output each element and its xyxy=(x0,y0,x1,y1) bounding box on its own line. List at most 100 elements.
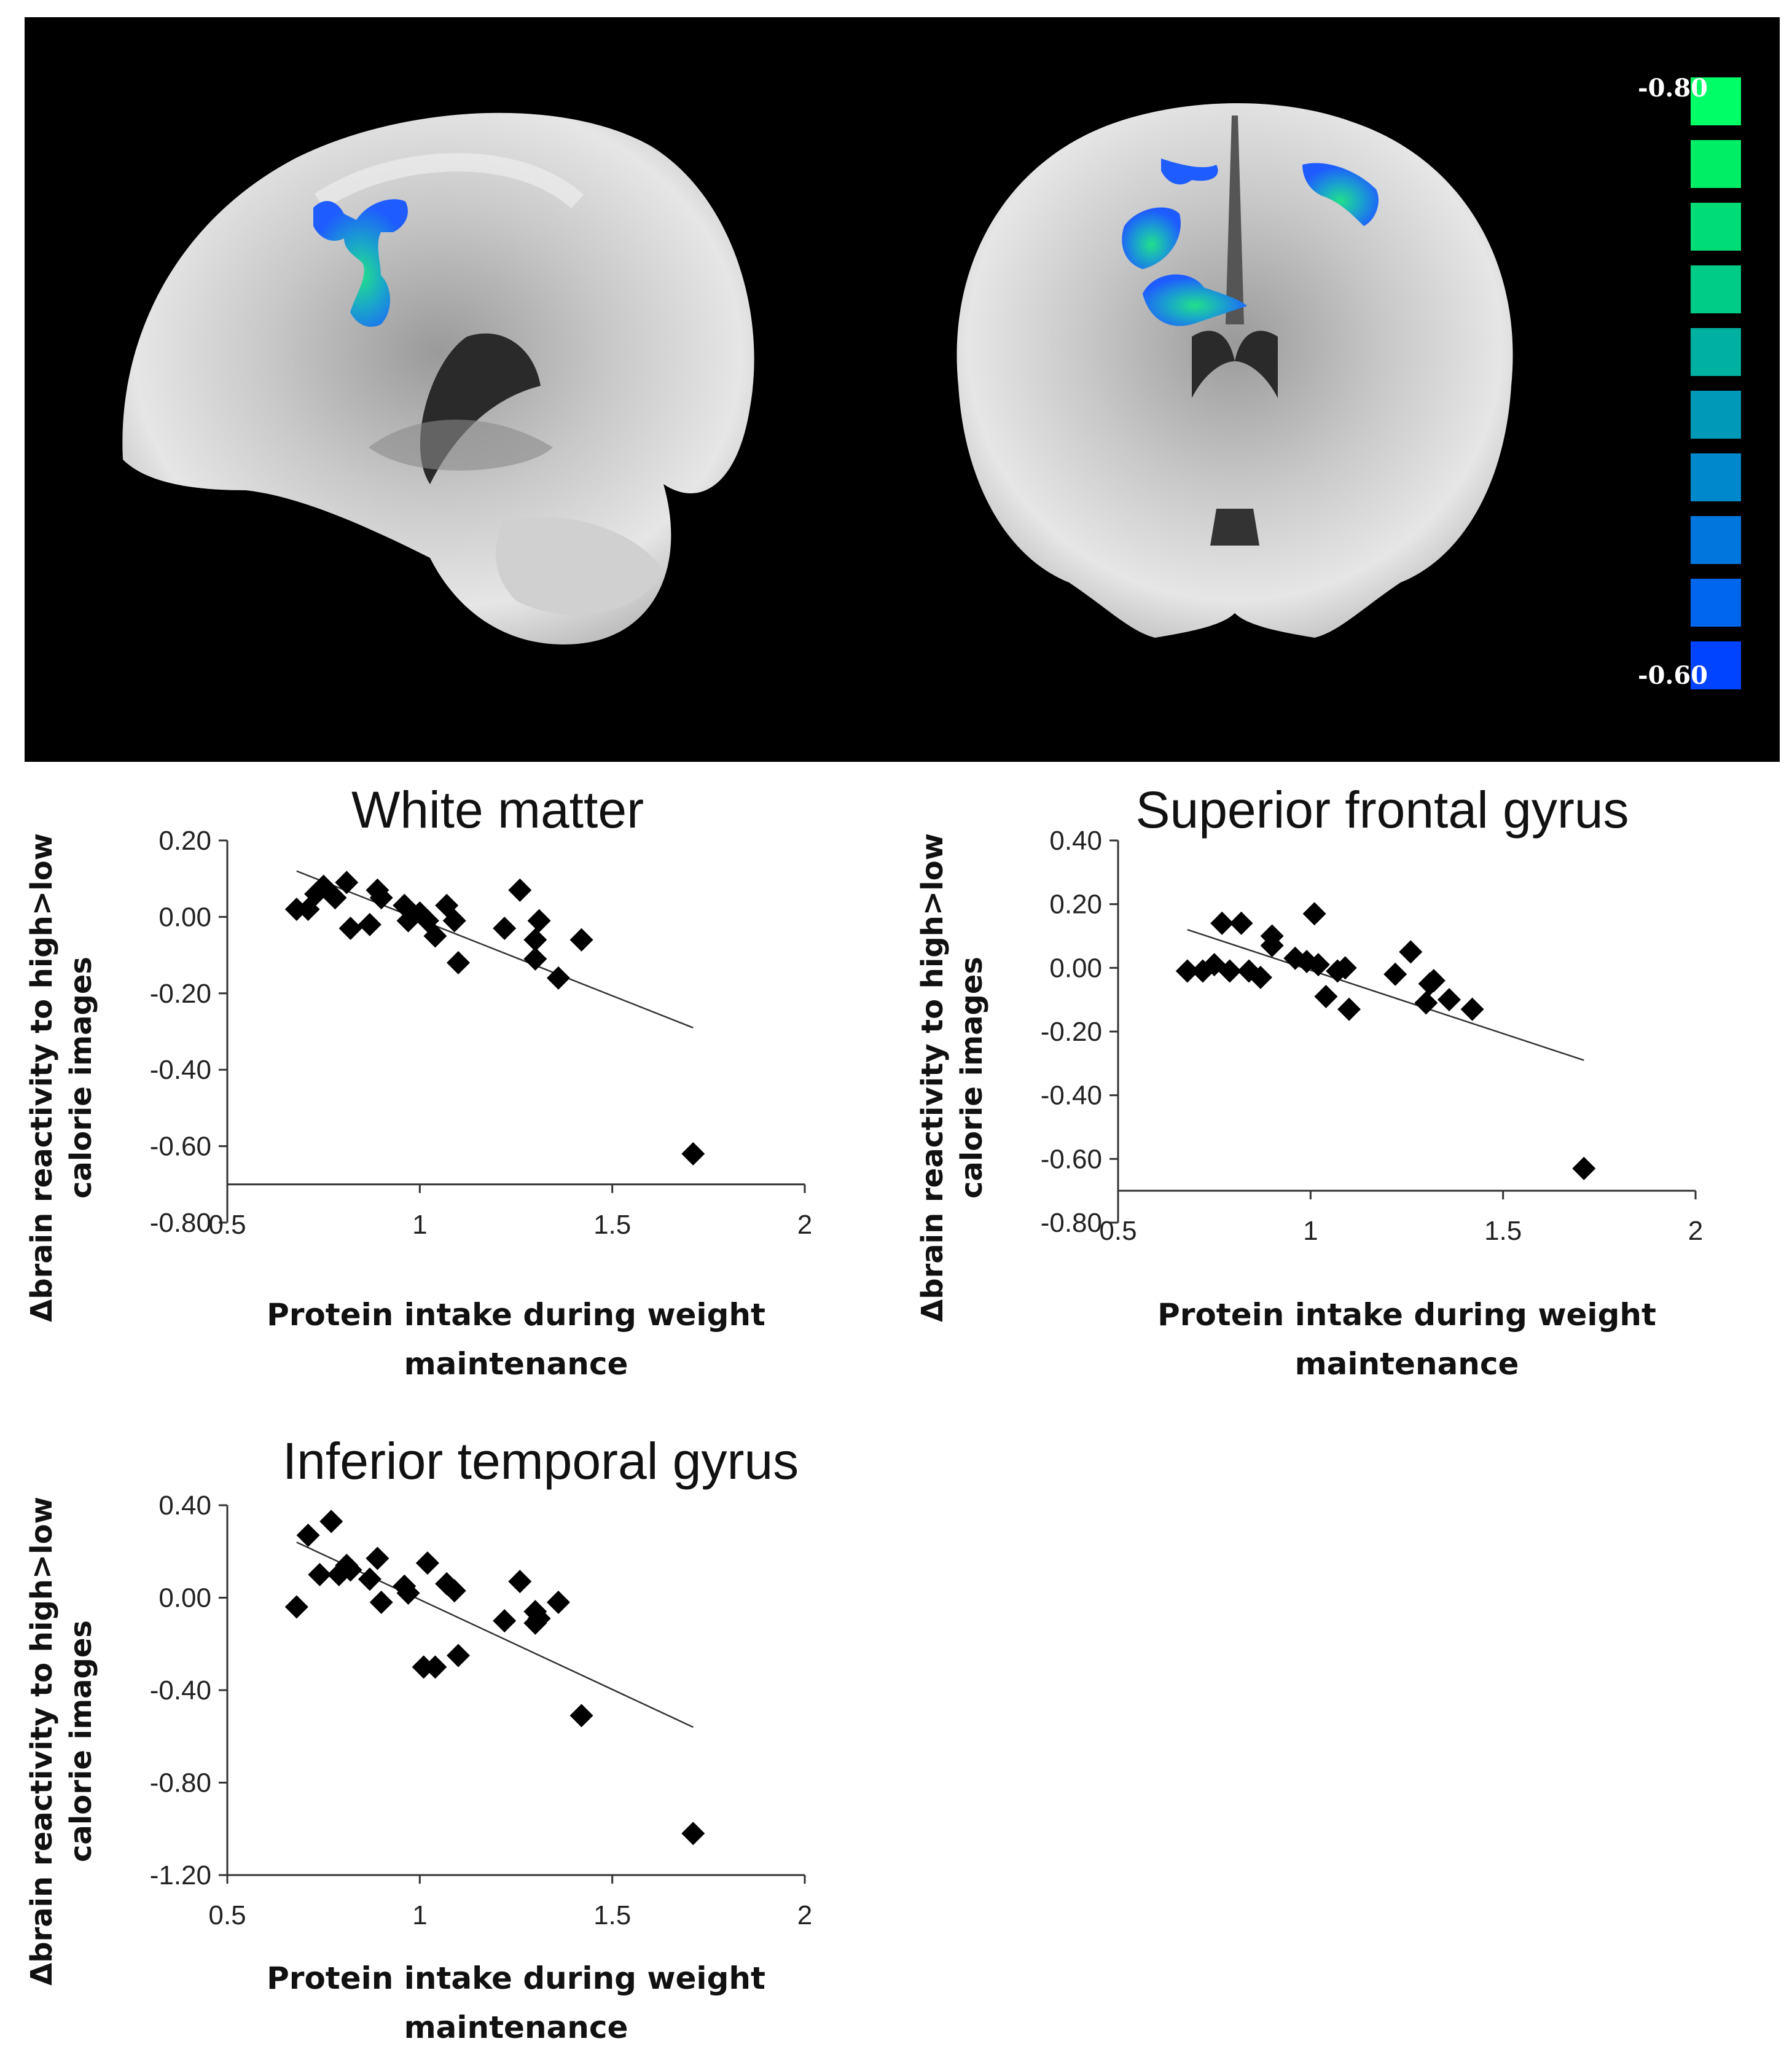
data-point xyxy=(338,917,362,941)
y-tick-label: 0.20 xyxy=(158,826,211,856)
data-point xyxy=(358,1567,381,1591)
data-point xyxy=(681,1142,705,1166)
colorbar-top-label: -0.80 xyxy=(1637,74,1708,103)
chart-white-matter: White matter Δbrain reactivity to high>l… xyxy=(0,768,860,1413)
data-point xyxy=(1437,988,1461,1012)
x-axis-label: Protein intake during weight maintenance xyxy=(1157,1297,1656,1382)
data-point xyxy=(415,1551,439,1575)
plot-area: 0.40 0.00 -0.40 -0.80 -1.20 0.5 1 1.5 2 xyxy=(150,1490,813,1930)
data-point xyxy=(1302,902,1326,926)
colorbar-swatch xyxy=(1691,516,1741,564)
data-point xyxy=(396,1581,420,1605)
data-point xyxy=(296,1523,320,1547)
y-tick-label: -0.80 xyxy=(150,1208,211,1238)
x-axis-label: Protein intake during weight maintenance xyxy=(267,1960,765,2045)
data-point xyxy=(308,1562,332,1586)
data-point xyxy=(1333,956,1357,980)
data-point xyxy=(508,1570,532,1594)
x-tick-label: 1 xyxy=(412,1900,427,1930)
data-point xyxy=(1337,997,1361,1021)
data-point xyxy=(1422,969,1446,993)
data-point xyxy=(1260,934,1284,958)
x-tick-label: 1 xyxy=(1303,1216,1318,1246)
data-point xyxy=(296,897,320,921)
data-point xyxy=(358,912,381,936)
y-tick-label: -1.20 xyxy=(150,1860,211,1890)
sagittal-activation-blob xyxy=(313,199,408,327)
x-tick-label: 2 xyxy=(797,1900,812,1930)
data-point xyxy=(546,966,570,990)
data-point xyxy=(569,1704,593,1728)
y-tick-label: -0.80 xyxy=(150,1768,211,1798)
colorbar-swatch xyxy=(1691,265,1741,313)
coronal-activation-blobs xyxy=(1122,159,1379,326)
data-point xyxy=(1314,984,1338,1008)
chart-superior-frontal-gyrus: Superior frontal gyrus Δbrain reactivity… xyxy=(891,768,1751,1413)
sagittal-brain-slice xyxy=(122,112,754,644)
data-point xyxy=(335,871,359,895)
coronal-brain-slice xyxy=(957,103,1513,638)
plot-area: 0.20 0.00 -0.20 -0.40 -0.60 -0.800.5 1 1.5 2 xyxy=(150,826,813,1240)
y-tick-label: -0.60 xyxy=(150,1132,211,1162)
x-tick-label: 2 xyxy=(797,1210,812,1240)
x-tick-label: 0.5 xyxy=(208,1210,246,1240)
data-point xyxy=(493,917,517,941)
y-tick-label: 0.00 xyxy=(158,902,211,932)
x-tick-label: 0.5 xyxy=(1099,1216,1137,1246)
chart-title: Inferior temporal gyrus xyxy=(282,1432,799,1490)
x-tick-label: 0.5 xyxy=(208,1900,246,1930)
data-point xyxy=(442,909,466,933)
x-tick-label: 1.5 xyxy=(1484,1216,1522,1246)
data-point xyxy=(493,1609,517,1633)
colorbar xyxy=(1691,77,1741,689)
data-point xyxy=(1572,1156,1596,1180)
data-point xyxy=(442,1579,466,1603)
data-point xyxy=(1383,962,1407,986)
data-point xyxy=(284,1595,308,1619)
colorbar-swatch xyxy=(1691,641,1741,689)
colorbar-swatch xyxy=(1691,328,1741,376)
data-point xyxy=(546,1591,570,1615)
colorbar-swatch xyxy=(1691,391,1741,439)
data-point xyxy=(1191,959,1215,983)
data-point xyxy=(523,928,547,952)
y-tick-label: 0.00 xyxy=(158,1583,211,1613)
data-point xyxy=(435,1572,459,1596)
y-tick-label: -0.80 xyxy=(1041,1208,1102,1238)
colorbar-swatch xyxy=(1691,579,1741,627)
plot-area: 0.40 0.20 0.00 -0.20 -0.40 -0.60 -0.800.5 1 1.5 2 xyxy=(1041,826,1704,1246)
y-tick-label: -0.40 xyxy=(150,1055,211,1085)
data-point xyxy=(527,1607,551,1631)
data-point xyxy=(311,874,335,898)
data-point xyxy=(323,886,347,910)
data-point xyxy=(423,924,447,948)
colorbar-bottom-label: -0.60 xyxy=(1637,661,1708,690)
data-point xyxy=(1460,997,1484,1021)
y-tick-label: -0.20 xyxy=(1041,1017,1102,1047)
y-tick-label: -0.60 xyxy=(1041,1144,1102,1174)
y-tick-label: -0.20 xyxy=(150,979,211,1009)
data-point xyxy=(569,928,593,952)
data-point xyxy=(1414,991,1438,1015)
data-point xyxy=(1399,940,1423,964)
y-tick-label: 0.20 xyxy=(1049,890,1102,920)
y-tick-label: 0.40 xyxy=(158,1490,211,1521)
colorbar-swatch xyxy=(1691,453,1741,501)
colorbar-swatch xyxy=(1691,77,1741,125)
data-point xyxy=(304,882,328,906)
x-tick-label: 1.5 xyxy=(593,1900,631,1930)
trendline xyxy=(296,1541,694,1728)
brain-slices xyxy=(122,77,1741,689)
colorbar-swatch xyxy=(1691,140,1741,188)
data-point xyxy=(369,886,393,910)
data-point xyxy=(366,1546,389,1570)
x-axis-label: Protein intake during weight maintenance xyxy=(267,1297,765,1382)
y-tick-label: 0.00 xyxy=(1049,953,1102,983)
brain-imaging-panel: -0.80 -0.60 xyxy=(25,17,1780,762)
colorbar-swatch xyxy=(1691,203,1741,251)
trendline xyxy=(1187,928,1584,1061)
data-point xyxy=(681,1822,705,1846)
y-tick-label: -0.40 xyxy=(150,1675,211,1706)
data-point xyxy=(447,1643,470,1667)
data-point xyxy=(447,951,470,975)
